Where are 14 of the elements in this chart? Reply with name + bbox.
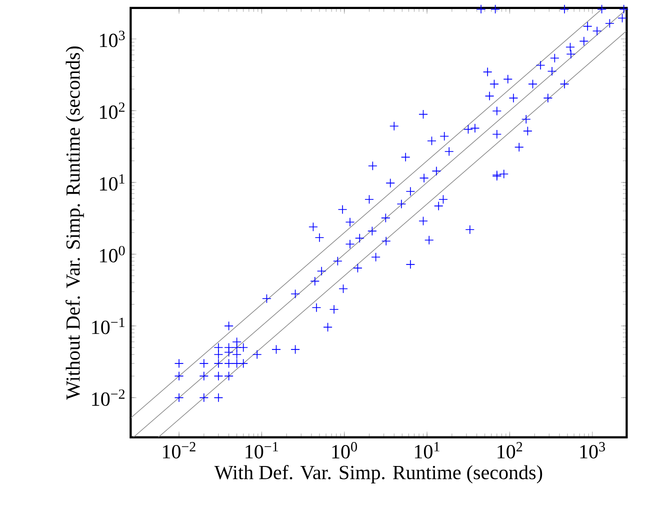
x-tick-label: 10$^{2}$ [498,442,522,458]
x-tick-label: 10$^{3}$ [580,442,605,458]
x-tick-label: 10$^{0}$ [332,442,357,459]
y-tick-label: 10$^{−2}$ [92,389,125,406]
y-tick-label: 10$^{−1}$ [92,318,124,334]
x-tick-label: 10$^{−1}$ [246,442,278,458]
y-tick-label: 10$^{2}$ [100,102,125,119]
y-tick-label: 10$^{3}$ [100,30,125,48]
y-axis-title: Without Def. Var. Simp. Runtime (seconds) [66,46,84,400]
y-tick-label: 10$^{1}$ [100,174,124,191]
x-tick-label: 10$^{−2}$ [163,442,196,458]
x-axis-title: With Def. Var. Simp. Runtime (seconds) [214,465,542,484]
x-tick-label: 10$^{1}$ [414,442,440,458]
y-tick-label: 10$^{0}$ [100,246,125,262]
